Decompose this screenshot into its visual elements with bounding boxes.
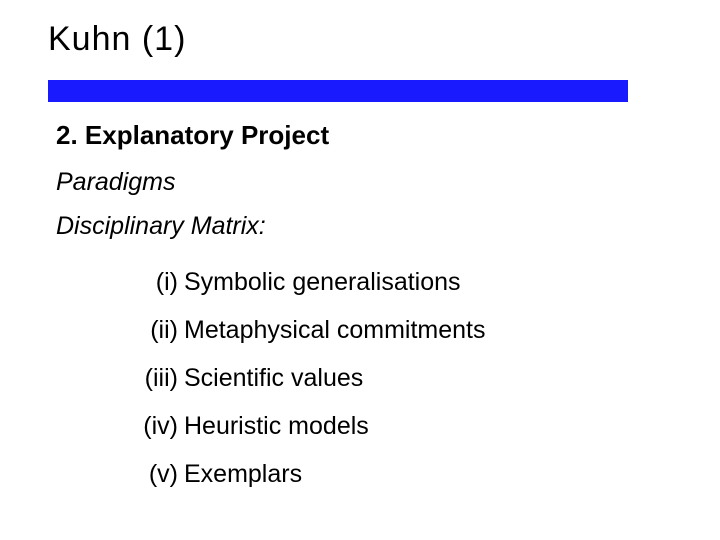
- list-item-text: Scientific values: [184, 354, 363, 402]
- list-item-number: (iv): [128, 402, 184, 450]
- list-item: (v) Exemplars: [128, 450, 485, 498]
- list-item-text: Heuristic models: [184, 402, 369, 450]
- list-item-number: (i): [128, 258, 184, 306]
- list-item: (iii) Scientific values: [128, 354, 485, 402]
- list-item: (ii) Metaphysical commitments: [128, 306, 485, 354]
- list-item-number: (iii): [128, 354, 184, 402]
- section-heading: 2. Explanatory Project: [56, 120, 329, 151]
- subheading-disciplinary-matrix: Disciplinary Matrix:: [56, 212, 266, 241]
- list-item-text: Metaphysical commitments: [184, 306, 485, 354]
- subheading-paradigms: Paradigms: [56, 168, 176, 197]
- list-item-text: Exemplars: [184, 450, 302, 498]
- list-item-number: (ii): [128, 306, 184, 354]
- matrix-list: (i) Symbolic generalisations (ii) Metaph…: [128, 258, 485, 498]
- slide-title: Kuhn (1): [48, 20, 186, 59]
- list-item-text: Symbolic generalisations: [184, 258, 461, 306]
- list-item: (i) Symbolic generalisations: [128, 258, 485, 306]
- slide: Kuhn (1) 2. Explanatory Project Paradigm…: [0, 0, 720, 540]
- list-item: (iv) Heuristic models: [128, 402, 485, 450]
- divider-bar: [48, 80, 628, 102]
- list-item-number: (v): [128, 450, 184, 498]
